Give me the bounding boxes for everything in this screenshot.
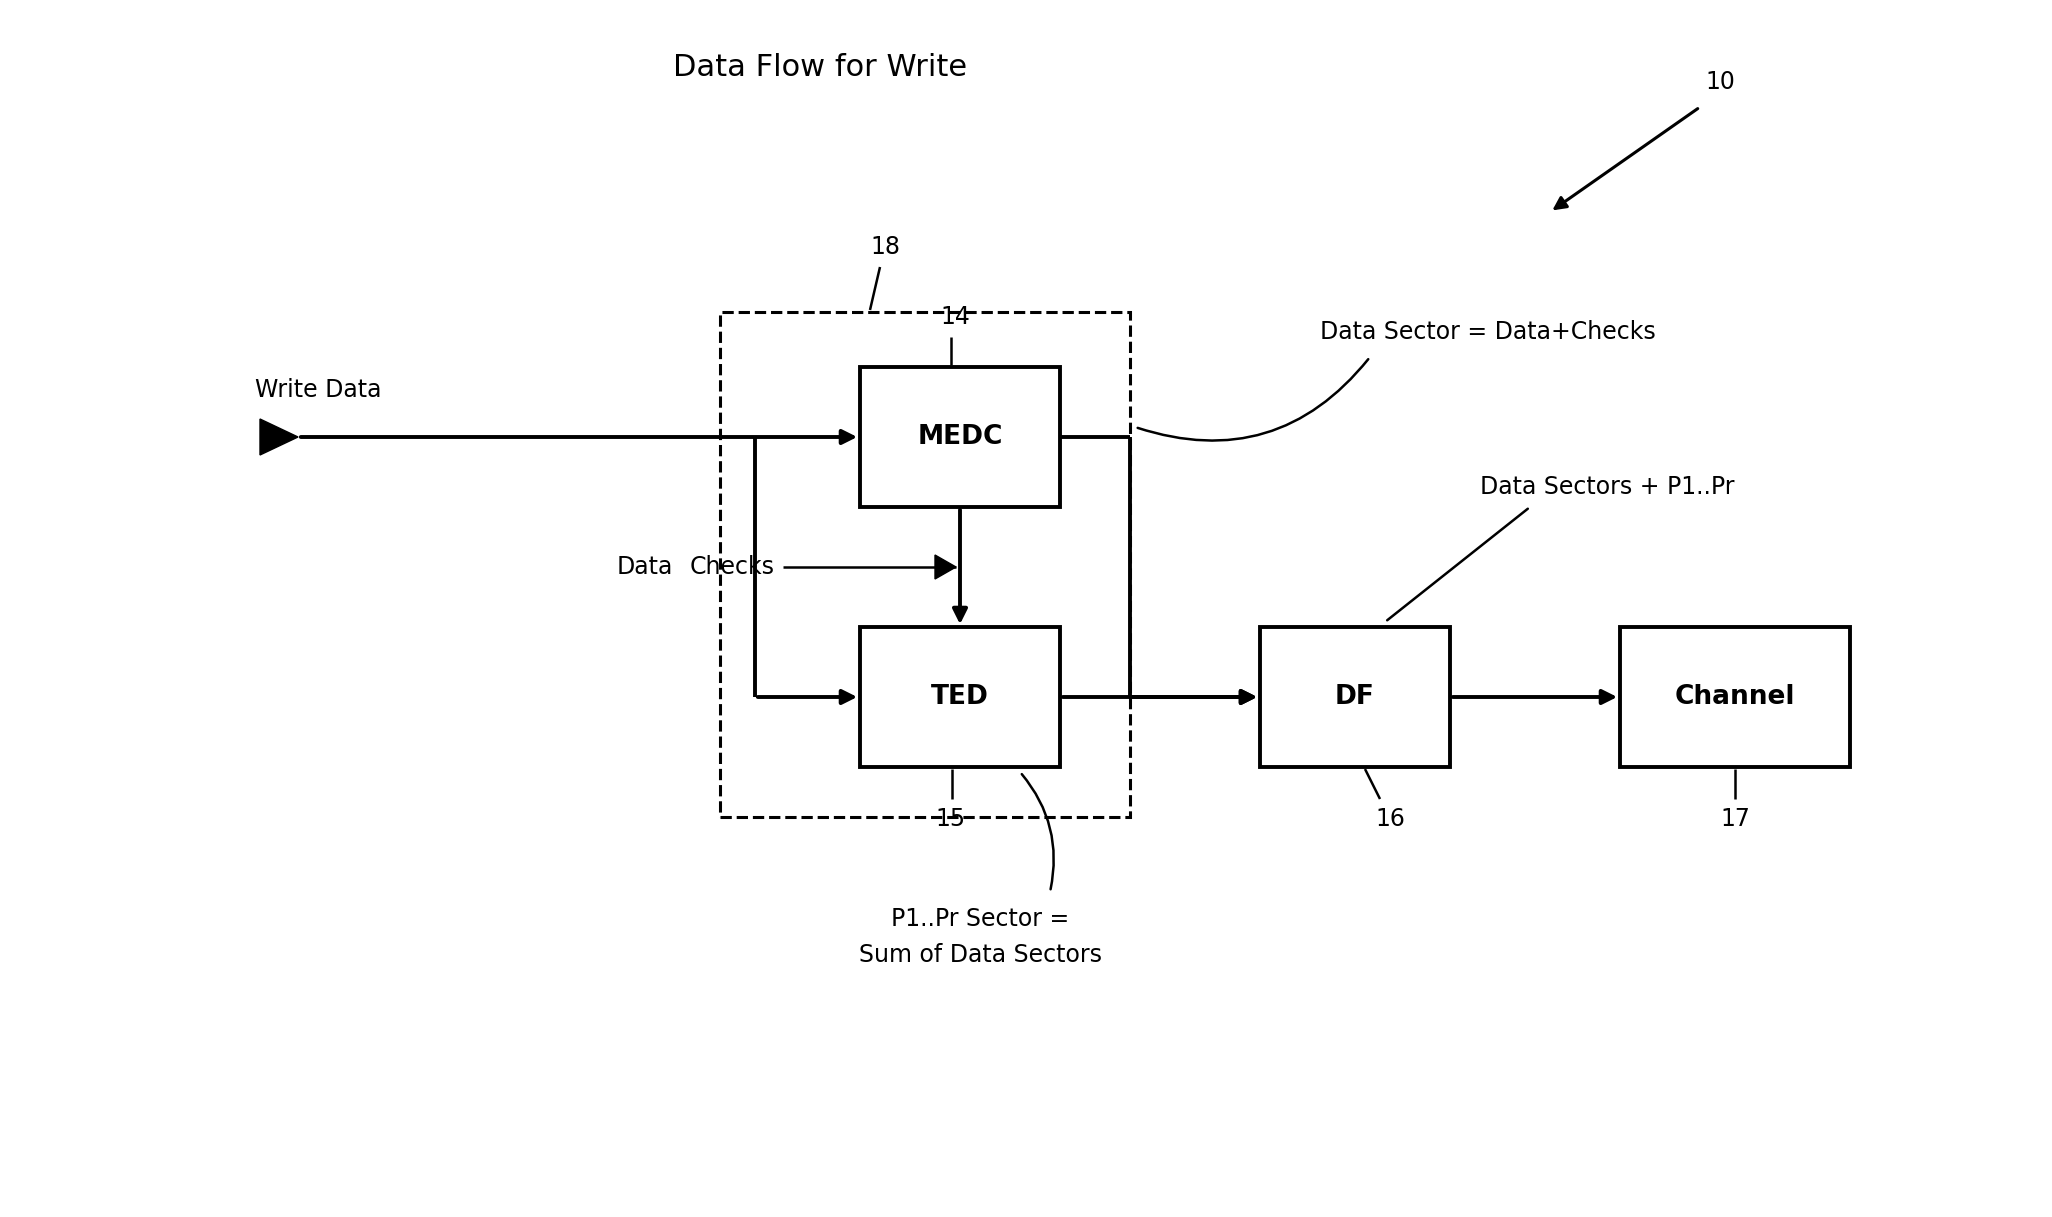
Text: Data Flow for Write: Data Flow for Write [673, 52, 966, 82]
Text: Data: Data [618, 555, 673, 579]
FancyBboxPatch shape [860, 627, 1061, 767]
Text: 18: 18 [870, 235, 901, 259]
Text: 14: 14 [940, 305, 971, 329]
Polygon shape [261, 419, 298, 455]
Text: Data Sector = Data+Checks: Data Sector = Data+Checks [1319, 320, 1656, 344]
FancyBboxPatch shape [1619, 627, 1851, 767]
Text: Data Sectors + P1..Pr: Data Sectors + P1..Pr [1479, 475, 1734, 499]
Polygon shape [936, 555, 956, 579]
FancyBboxPatch shape [860, 368, 1061, 507]
Text: 10: 10 [1705, 71, 1734, 94]
Text: DF: DF [1336, 684, 1375, 710]
Text: 15: 15 [936, 807, 964, 831]
Text: Checks: Checks [689, 555, 776, 579]
Text: Channel: Channel [1674, 684, 1796, 710]
FancyBboxPatch shape [1260, 627, 1451, 767]
Text: TED: TED [932, 684, 989, 710]
Text: P1..Pr Sector =
Sum of Data Sectors: P1..Pr Sector = Sum of Data Sectors [858, 908, 1102, 966]
Text: Write Data: Write Data [254, 378, 382, 402]
Text: 16: 16 [1375, 807, 1406, 831]
Text: 17: 17 [1720, 807, 1750, 831]
Text: MEDC: MEDC [917, 424, 1003, 450]
